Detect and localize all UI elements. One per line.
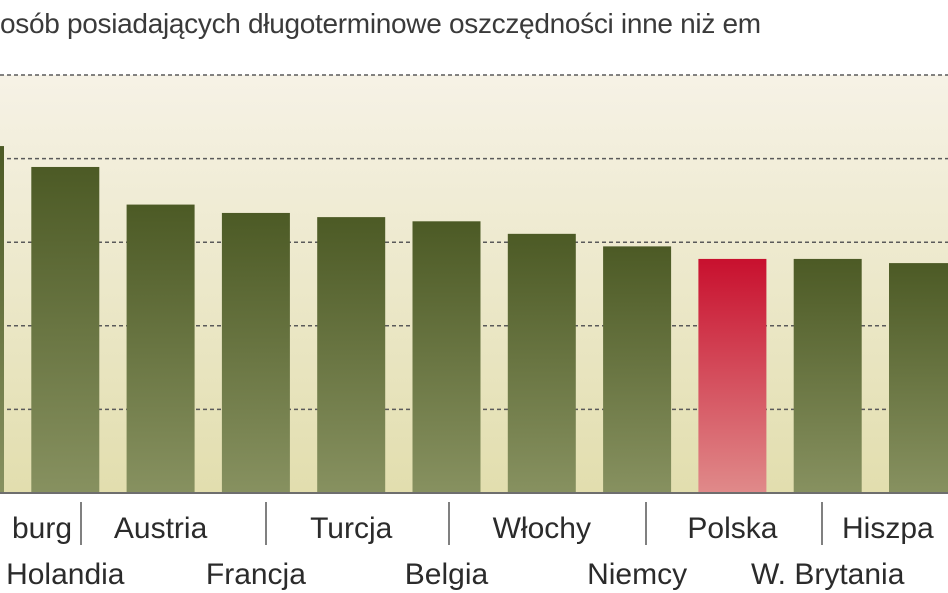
x-tick-label: Niemcy [587,558,687,591]
x-tick-label: Austria [114,512,208,545]
bars [0,146,948,494]
bar-polska [698,258,767,493]
x-tick-label: W. Brytania [751,558,905,591]
x-tick-label: Włochy [493,512,591,545]
x-tick-label: burg [12,512,72,545]
bar-turcja [317,217,386,493]
bar-hiszpania [889,263,948,493]
x-tick-label: Hiszpa [842,512,934,545]
x-tick-label: Polska [687,512,777,545]
bar-holandia [31,166,100,493]
bar-w-brytania [793,258,862,493]
bar-austria [126,204,195,493]
x-tick-label: Francja [206,558,306,591]
bar-włochy [507,233,576,493]
x-tick-label: Holandia [6,558,125,591]
x-tick-label: Turcja [310,512,393,545]
bar-niemcy [603,246,672,493]
bar-belgia [412,221,481,494]
chart-title: osób posiadających długoterminowe oszczę… [0,8,761,39]
x-tick-label: Belgia [405,558,489,591]
bar-luksemburg [0,146,4,493]
bar-francja [221,212,290,493]
